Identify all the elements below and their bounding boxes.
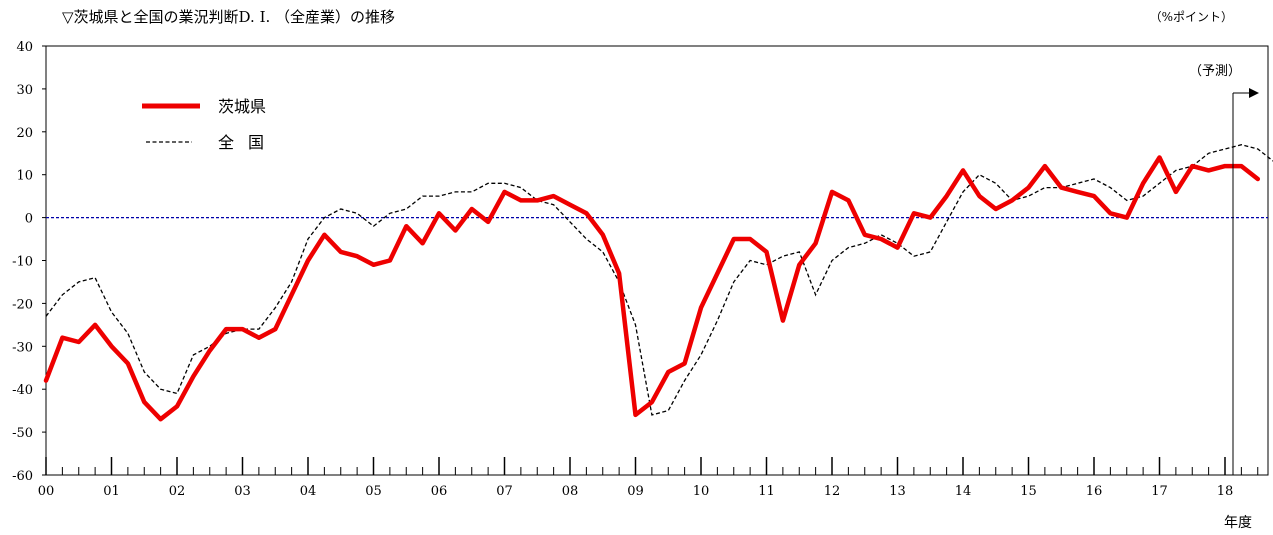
x-tick-label: 16: [1086, 484, 1103, 499]
x-tick-label: 09: [627, 484, 644, 499]
x-tick-label: 02: [169, 484, 186, 499]
y-tick-label: -50: [12, 426, 33, 441]
x-tick-label: 06: [431, 484, 448, 499]
x-tick-label: 15: [1020, 484, 1037, 499]
x-tick-label: 17: [1151, 484, 1168, 499]
x-tick-label: 04: [300, 484, 317, 499]
x-tick-label: 00: [38, 484, 55, 499]
x-tick-label: 08: [562, 484, 579, 499]
x-axis-label: 年度: [1224, 515, 1252, 531]
x-tick-label: 14: [955, 484, 972, 499]
x-tick-label: 10: [693, 484, 710, 499]
x-tick-label: 18: [1217, 484, 1234, 499]
unit-label: （%ポイント）: [1149, 10, 1233, 24]
x-tick-label: 05: [365, 484, 382, 499]
y-tick-label: 20: [16, 126, 33, 141]
series-line-ibaraki: [43, 155, 1261, 422]
y-tick-label: 40: [16, 40, 33, 55]
y-tick-label: -10: [12, 255, 33, 270]
legend-label-national: 全国: [218, 133, 278, 152]
y-tick-label: -20: [12, 297, 33, 312]
y-tick-label: 0: [25, 212, 33, 227]
x-tick-label: 03: [234, 484, 251, 499]
x-tick-label: 12: [824, 484, 841, 499]
y-tick-label: 10: [16, 169, 33, 184]
y-tick-label: -40: [12, 383, 33, 398]
x-tick-label: 01: [103, 484, 120, 499]
y-tick-label: 30: [16, 83, 33, 98]
x-axis: 00 01 02 03 04 05 06 07 08 09 10 11 12 13 14 15 16 17 18: [38, 457, 1259, 499]
y-axis: 40 30 20 10 0 -10 -20 -30 -40 -50 -60: [12, 40, 1268, 484]
series-line-national: [45, 144, 1273, 416]
chart-title: ▽茨城県と全国の業況判断D. I. （全産業）の推移: [62, 8, 396, 26]
forecast-arrow-head: [1249, 88, 1259, 98]
y-tick-label: -30: [12, 340, 33, 355]
x-tick-label: 07: [496, 484, 513, 499]
x-tick-label: 11: [758, 484, 775, 499]
series-lines: [43, 144, 1273, 422]
forecast-marker: （予測）: [1189, 64, 1259, 475]
x-tick-label: 13: [889, 484, 906, 499]
y-tick-label: -60: [12, 469, 33, 484]
forecast-label: （予測）: [1189, 64, 1241, 79]
legend-label-ibaraki: 茨城県: [218, 97, 266, 116]
